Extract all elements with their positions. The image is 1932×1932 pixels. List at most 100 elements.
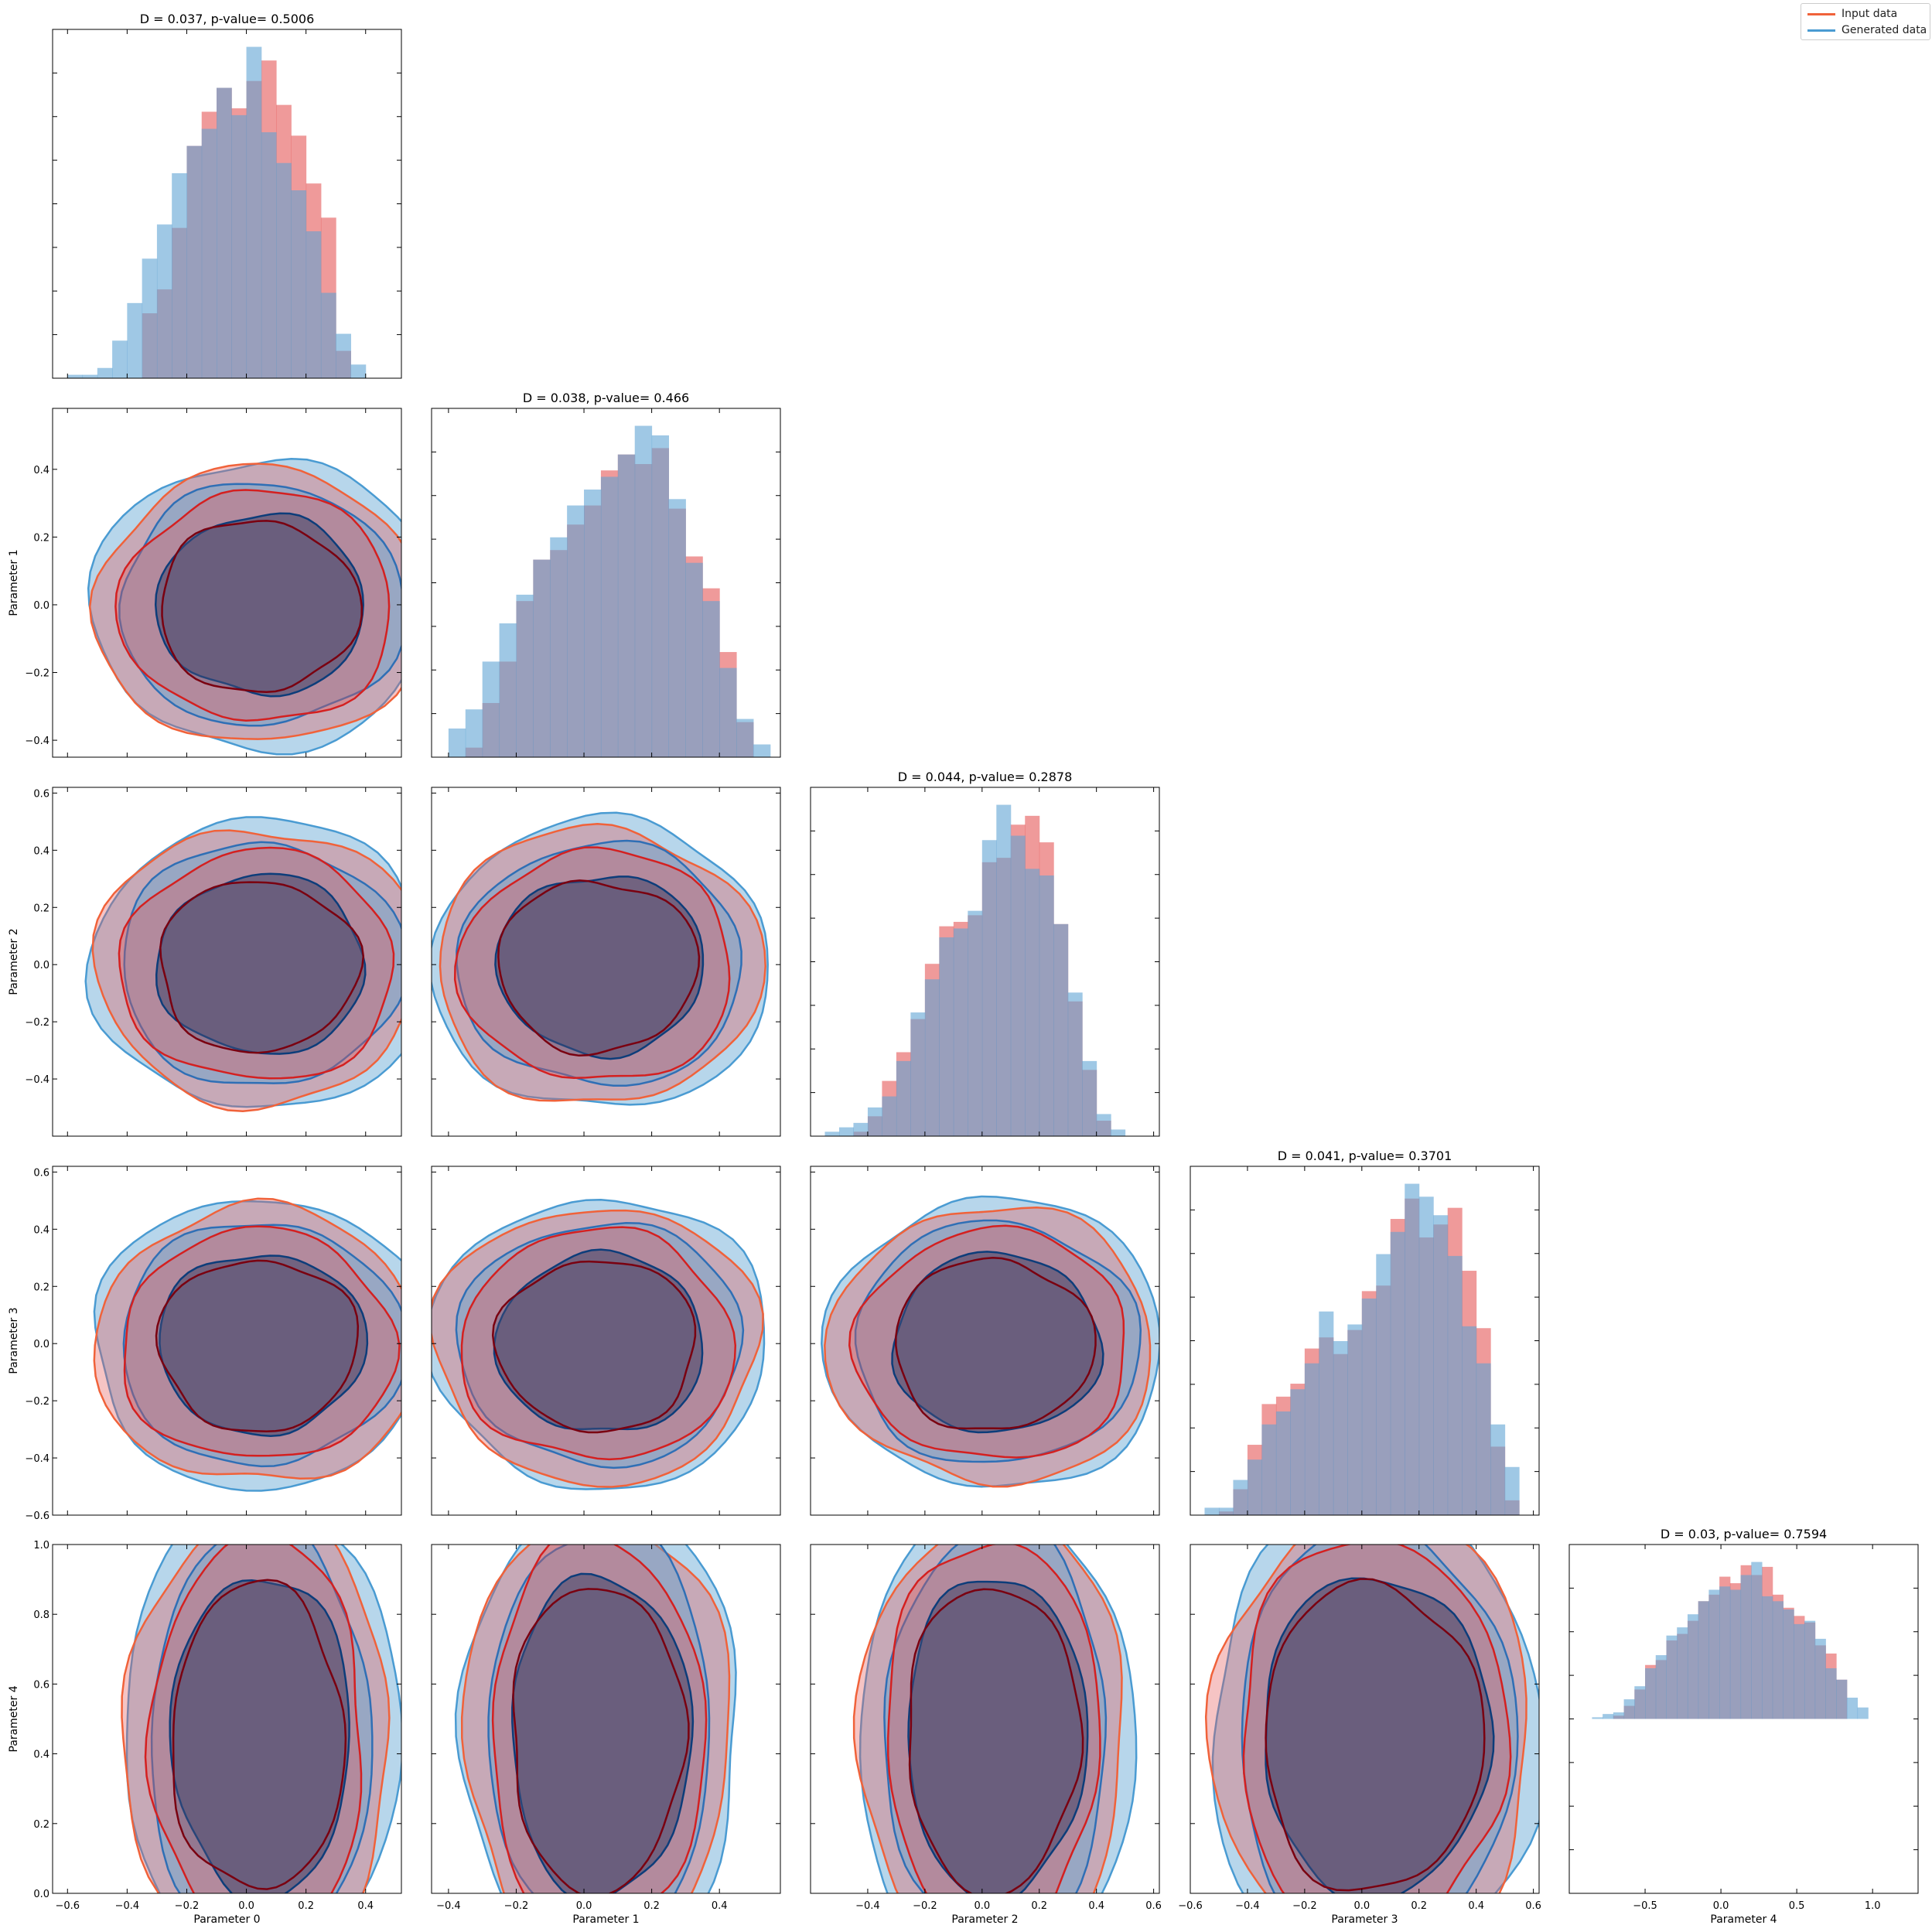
generated-bar (1039, 875, 1054, 1136)
y-axis-label: Parameter 2 (8, 928, 20, 995)
contours (87, 457, 401, 756)
generated-bar (1111, 1129, 1126, 1136)
generated-bar (1708, 1589, 1720, 1719)
generated-bar (350, 364, 367, 378)
x-axis-label: Parameter 4 (1710, 1913, 1777, 1926)
y-tick-label: 0.8 (33, 1609, 49, 1621)
generated-bar (1698, 1601, 1709, 1719)
panel-frame (810, 1166, 1160, 1516)
generated-bar (1804, 1620, 1816, 1719)
generated-bar (1814, 1638, 1826, 1719)
generated-contour-3 (907, 1580, 1089, 1893)
x-tick-label: 1.0 (1865, 1900, 1881, 1912)
generated-bar (246, 46, 262, 378)
generated-bar (1751, 1562, 1763, 1719)
generated-bar (1476, 1363, 1491, 1515)
generated-bar (853, 1122, 869, 1136)
panel-frame (52, 1544, 402, 1894)
generated-bar (1740, 1575, 1752, 1719)
panel-frame (52, 408, 402, 758)
diag-panel-1: D = 0.038, p-value= 0.466 (431, 391, 781, 758)
generated-bar (1762, 1596, 1773, 1719)
generated-bar (634, 425, 653, 757)
x-tick-label: −0.5 (1633, 1900, 1657, 1912)
diag-panel-3: D = 0.041, p-value= 0.3701 (1190, 1149, 1540, 1516)
generated-bar (142, 258, 158, 378)
contour-panel-4-1: −0.4 −0.2 0.0 0.2 0.4 Parameter 1 (431, 1544, 781, 1926)
generated-bar (1719, 1586, 1731, 1719)
diag-panel-4: D = 0.03, p-value= 0.7594 −0.5 0.0 0.5 1.0 Pa… (1568, 1527, 1919, 1926)
generated-bar (753, 744, 771, 757)
y-tick-label: 1.0 (33, 1540, 49, 1551)
x-tick-label: −0.6 (1178, 1900, 1203, 1912)
generated-bar (1655, 1655, 1667, 1719)
generated-bar (1783, 1609, 1794, 1719)
generated-bar (291, 190, 307, 378)
x-tick-label: 0.4 (712, 1900, 728, 1912)
generated-bar (1361, 1298, 1377, 1515)
generated-bar (1010, 835, 1026, 1136)
generated-bar (1504, 1466, 1520, 1515)
panel-title: D = 0.037, p-value= 0.5006 (140, 12, 315, 26)
generated-bar (533, 559, 551, 757)
y-tick-label: 0.2 (33, 532, 49, 544)
generated-bar (1067, 992, 1083, 1136)
panel-frame (52, 787, 402, 1137)
x-axis-label: Parameter 1 (572, 1913, 639, 1926)
generated-bar (1462, 1326, 1477, 1515)
generated-bar (112, 340, 128, 378)
y-tick-label: 0.6 (33, 788, 49, 800)
x-tick-label: 0.2 (1411, 1900, 1427, 1912)
x-tick-label: −0.2 (913, 1900, 937, 1912)
generated-bar (261, 131, 277, 378)
y-tick-label: 0.4 (33, 465, 49, 476)
generated-bar (82, 374, 98, 378)
generated-bar (968, 910, 983, 1136)
generated-contour-3 (154, 512, 364, 698)
y-axis-label: Parameter 3 (8, 1307, 20, 1374)
generated-bar (702, 601, 720, 757)
generated-bar (1836, 1679, 1848, 1719)
input-contour-3 (497, 879, 701, 1057)
generated-bar (276, 162, 292, 378)
generated-bar (996, 804, 1012, 1136)
panel-title: D = 0.03, p-value= 0.7594 (1661, 1527, 1827, 1541)
generated-bar (1447, 1255, 1463, 1515)
input-contour-3 (1265, 1578, 1486, 1892)
x-tick-label: 0.4 (357, 1900, 374, 1912)
x-tick-label: −0.4 (115, 1900, 140, 1912)
y-tick-label: 0.0 (33, 1889, 49, 1900)
generated-bar (910, 1012, 926, 1136)
generated-contour-3 (155, 872, 367, 1055)
generated-bar (1025, 869, 1040, 1136)
x-tick-label: 0.6 (1145, 1900, 1162, 1912)
panel-frame (52, 1166, 402, 1516)
generated-bar (1794, 1623, 1805, 1719)
contour-panel-4-3: −0.6 −0.4 −0.2 0.0 0.2 0.4 0.6 Parameter 3 (1178, 1544, 1541, 1926)
x-tick-label: −0.2 (1292, 1900, 1317, 1912)
generated-bar (465, 709, 483, 757)
x-tick-label: 0.0 (238, 1900, 254, 1912)
generated-bar (336, 333, 351, 378)
histogram (1204, 1183, 1520, 1515)
contour-panel-4-0: 0.0 0.2 0.4 0.6 0.8 1.0 −0.6 −0.4 −0.2 0.0 0.2 0.4 P… (8, 1540, 402, 1926)
y-tick-label: 0.0 (33, 1339, 49, 1350)
y-tick-label: 0.0 (33, 600, 49, 612)
x-tick-label: 0.4 (1088, 1900, 1104, 1912)
legend-label-input: Input data (1842, 8, 1898, 20)
input-contour-3 (491, 1260, 697, 1434)
x-tick-label: 0.4 (1468, 1900, 1484, 1912)
y-tick-label: −0.4 (25, 1453, 49, 1465)
x-tick-label: 0.0 (576, 1900, 592, 1912)
generated-bar (1204, 1507, 1220, 1515)
contours (821, 1195, 1159, 1488)
contour-panel-4-2: −0.4 −0.2 0.0 0.2 0.4 0.6 Parameter 2 (810, 1544, 1162, 1926)
input-contour-3 (908, 1588, 1084, 1893)
generated-bar (1096, 1114, 1111, 1136)
generated-bar (896, 1060, 911, 1136)
y-tick-label: 0.0 (33, 960, 49, 971)
generated-bar (924, 979, 940, 1136)
x-tick-label: 0.2 (1031, 1900, 1047, 1912)
generated-bar (1261, 1424, 1277, 1515)
generated-bar (186, 145, 203, 378)
